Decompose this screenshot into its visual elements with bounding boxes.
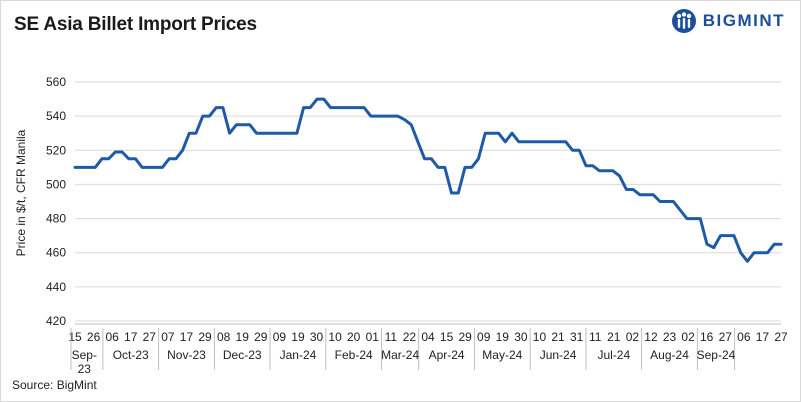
x-tick-label: 12 xyxy=(644,330,658,344)
x-tick-label: 21 xyxy=(551,330,565,344)
x-tick-label: 15 xyxy=(68,330,82,344)
month-label: Oct-23 xyxy=(113,348,149,362)
x-tick-label: 11 xyxy=(589,330,602,344)
y-tick-label: 460 xyxy=(46,246,66,260)
y-tick-label: 540 xyxy=(46,109,66,123)
month-label: Nov-23 xyxy=(167,348,206,362)
x-tick-label: 29 xyxy=(198,330,212,344)
bigmint-logo: BIGMINT xyxy=(671,8,785,34)
y-tick-label: 560 xyxy=(46,75,66,89)
y-tick-label: 420 xyxy=(46,314,66,328)
x-tick-label: 19 xyxy=(236,330,250,344)
x-tick-label: 10 xyxy=(533,330,547,344)
x-tick-label: 15 xyxy=(440,330,454,344)
x-tick-label: 30 xyxy=(514,330,528,344)
x-axis: 15 26 06 17 27 07 17 29 08 19 29 09 19 30 10 20 01 11 22 04… xyxy=(68,323,788,376)
x-tick-label: 30 xyxy=(310,330,324,344)
month-label: Sep-24 xyxy=(697,348,736,362)
x-tick-label: 20 xyxy=(347,330,361,344)
month-label: May-24 xyxy=(482,348,522,362)
bigmint-logo-text: BIGMINT xyxy=(702,11,785,30)
source-note: Source: BigMint xyxy=(12,378,97,392)
x-tick-label: 19 xyxy=(291,330,305,344)
x-tick-label: 16 xyxy=(700,330,714,344)
x-tick-label: 27 xyxy=(143,330,157,344)
month-label: Apr-24 xyxy=(429,348,465,362)
x-tick-label: 09 xyxy=(477,330,491,344)
x-tick-label: 27 xyxy=(774,330,788,344)
month-label: Mar-24 xyxy=(381,348,419,362)
y-tick-label: 520 xyxy=(46,143,66,157)
x-tick-label: 29 xyxy=(458,330,472,344)
x-tick-label: 17 xyxy=(124,330,138,344)
month-label: Aug-24 xyxy=(650,348,689,362)
x-tick-label: 17 xyxy=(756,330,770,344)
month-label: Jun-24 xyxy=(540,348,577,362)
price-line xyxy=(73,97,783,263)
x-tick-label: 07 xyxy=(161,330,175,344)
y-tick-label: 440 xyxy=(46,280,66,294)
x-tick-label: 17 xyxy=(180,330,194,344)
month-label: Jan-24 xyxy=(280,348,317,362)
chart-title: SE Asia Billet Import Prices xyxy=(14,14,257,35)
x-tick-label: 02 xyxy=(681,330,695,344)
month-label: Jul-24 xyxy=(597,348,630,362)
x-tick-label: 10 xyxy=(328,330,342,344)
x-tick-label: 29 xyxy=(254,330,268,344)
price-series xyxy=(73,97,783,263)
x-tick-label: 11 xyxy=(385,330,398,344)
month-label: Feb-24 xyxy=(335,348,373,362)
x-tick-label: 01 xyxy=(366,330,380,344)
y-axis: 420 440 460 480 500 520 540 560 xyxy=(46,75,66,328)
y-axis-label: Price in $/t, CFR Manila xyxy=(14,129,28,256)
x-tick-label: 08 xyxy=(217,330,231,344)
x-tick-label: 06 xyxy=(737,330,751,344)
x-tick-label: 04 xyxy=(421,330,435,344)
x-tick-label: 09 xyxy=(273,330,287,344)
y-tick-label: 500 xyxy=(46,177,66,191)
chart-gridlines xyxy=(75,81,781,322)
bigmint-logo-icon xyxy=(671,9,696,33)
month-label: Dec-23 xyxy=(223,348,262,362)
x-tick-label: 22 xyxy=(403,330,417,344)
x-tick-label: 27 xyxy=(719,330,733,344)
x-tick-label: 26 xyxy=(87,330,101,344)
x-tick-label: 06 xyxy=(105,330,119,344)
x-tick-label: 19 xyxy=(496,330,510,344)
x-tick-label: 31 xyxy=(570,330,584,344)
x-tick-label: 21 xyxy=(607,330,621,344)
x-tick-label: 23 xyxy=(663,330,677,344)
month-label: Sep-23 xyxy=(72,348,97,376)
y-tick-label: 480 xyxy=(46,212,66,226)
x-tick-label: 02 xyxy=(626,330,640,344)
